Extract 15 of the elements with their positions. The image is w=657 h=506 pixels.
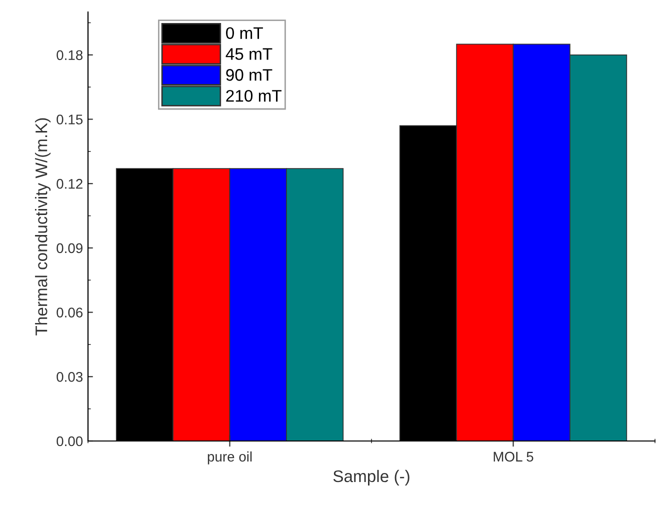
y-tick-label: 0.09 xyxy=(56,243,82,254)
y-tick-label: 0.15 xyxy=(56,114,83,124)
y-tick-label: 0.12 xyxy=(56,178,82,189)
legend-label: 45 mT xyxy=(226,48,272,60)
y-tick-label: 0.00 xyxy=(56,436,83,446)
y-tick-label: 0.03 xyxy=(56,372,83,382)
legend-label: 210 mT xyxy=(226,90,282,102)
y-axis-title: Thermal conductivity W/(m.K) xyxy=(35,118,51,336)
legend-label: 0 mT xyxy=(226,27,263,39)
x-axis-title: Sample (-) xyxy=(333,470,410,486)
x-tick-label: pure oil xyxy=(208,451,252,464)
x-tick-label: MOL 5 xyxy=(494,452,534,462)
legend-label: 90 mT xyxy=(226,69,272,81)
y-tick-label: 0.06 xyxy=(56,308,83,318)
y-tick-label: 0.18 xyxy=(56,50,83,60)
